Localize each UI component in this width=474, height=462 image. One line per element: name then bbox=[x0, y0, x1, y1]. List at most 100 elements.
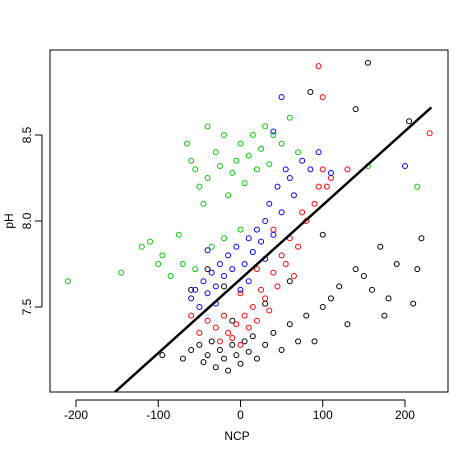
point bbox=[266, 200, 273, 207]
point bbox=[344, 321, 351, 328]
point bbox=[262, 218, 269, 224]
point bbox=[410, 300, 417, 307]
point bbox=[204, 317, 211, 324]
y-tick-label: 7.5 bbox=[20, 298, 34, 315]
x-tick-label: 100 bbox=[313, 408, 333, 422]
point bbox=[179, 355, 186, 362]
point bbox=[237, 341, 244, 348]
point bbox=[414, 266, 421, 273]
point bbox=[245, 324, 252, 331]
point bbox=[229, 266, 236, 273]
point bbox=[369, 286, 376, 293]
point bbox=[216, 347, 223, 354]
point bbox=[212, 364, 219, 371]
point bbox=[221, 235, 228, 242]
point bbox=[253, 355, 260, 362]
point bbox=[64, 278, 71, 285]
x-tick-label: -200 bbox=[64, 408, 88, 422]
point bbox=[245, 278, 252, 285]
point bbox=[253, 166, 260, 173]
point bbox=[233, 352, 240, 359]
y-tick-label: 8.0 bbox=[20, 212, 34, 229]
point bbox=[216, 261, 223, 268]
point bbox=[282, 261, 289, 268]
point bbox=[204, 174, 211, 181]
point bbox=[204, 352, 211, 359]
point bbox=[188, 157, 195, 164]
point bbox=[270, 269, 277, 276]
point bbox=[204, 266, 211, 273]
x-tick-label: -100 bbox=[146, 408, 170, 422]
point bbox=[319, 166, 326, 173]
point bbox=[278, 347, 285, 354]
point bbox=[241, 312, 248, 319]
point bbox=[225, 367, 232, 374]
point bbox=[266, 307, 273, 314]
point bbox=[327, 169, 334, 176]
point bbox=[147, 238, 154, 245]
point bbox=[204, 247, 211, 254]
point bbox=[344, 166, 351, 173]
point bbox=[249, 333, 256, 340]
point bbox=[319, 304, 326, 311]
point bbox=[188, 286, 195, 293]
point bbox=[225, 252, 232, 259]
point bbox=[204, 123, 211, 130]
point bbox=[262, 295, 269, 302]
point bbox=[266, 161, 273, 168]
point bbox=[245, 348, 252, 355]
point bbox=[327, 295, 334, 302]
point bbox=[278, 252, 285, 259]
point bbox=[274, 183, 281, 190]
point bbox=[192, 266, 199, 273]
point bbox=[241, 338, 248, 345]
point bbox=[258, 145, 265, 152]
point bbox=[221, 131, 228, 138]
point bbox=[381, 312, 388, 319]
point bbox=[282, 166, 289, 173]
point bbox=[286, 174, 293, 181]
point bbox=[179, 261, 186, 268]
point bbox=[225, 192, 232, 199]
point bbox=[385, 295, 392, 302]
point bbox=[221, 283, 228, 290]
point bbox=[208, 243, 215, 250]
point bbox=[286, 321, 293, 328]
point bbox=[406, 118, 413, 125]
point bbox=[315, 63, 322, 70]
point bbox=[249, 131, 256, 138]
point bbox=[315, 183, 322, 190]
point bbox=[414, 183, 421, 190]
point bbox=[221, 312, 228, 319]
point bbox=[286, 278, 293, 285]
point bbox=[278, 209, 285, 216]
x-tick-label: 200 bbox=[395, 408, 415, 422]
point bbox=[229, 341, 236, 348]
point bbox=[204, 290, 211, 297]
point bbox=[237, 360, 244, 367]
point bbox=[295, 338, 302, 345]
point bbox=[249, 304, 256, 311]
point bbox=[299, 209, 306, 216]
point bbox=[175, 231, 182, 238]
plot-box bbox=[49, 49, 449, 393]
point bbox=[311, 338, 318, 345]
point bbox=[155, 261, 162, 268]
point bbox=[245, 152, 252, 159]
point bbox=[336, 283, 343, 290]
point bbox=[196, 183, 203, 190]
x-axis-label: NCP bbox=[224, 429, 249, 443]
point bbox=[307, 88, 314, 95]
x-tick-label: 0 bbox=[237, 408, 244, 422]
point bbox=[270, 226, 277, 233]
point bbox=[323, 183, 330, 190]
point bbox=[315, 149, 322, 156]
point bbox=[299, 157, 306, 164]
point bbox=[118, 269, 125, 276]
point bbox=[262, 123, 269, 130]
point bbox=[188, 347, 195, 354]
point bbox=[249, 248, 256, 255]
point bbox=[270, 128, 277, 135]
point bbox=[364, 59, 371, 66]
point bbox=[237, 286, 244, 293]
